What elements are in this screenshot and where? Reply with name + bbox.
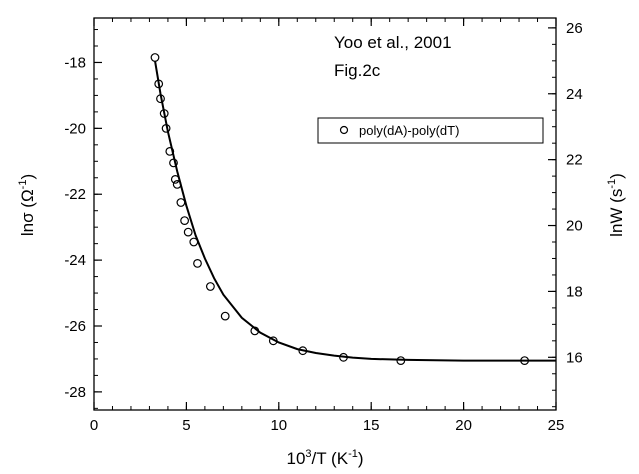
x-axis-title-sup: 3: [305, 448, 311, 460]
y-right-tick-label: 20: [566, 218, 583, 235]
data-point: [520, 356, 529, 366]
data-point: [154, 79, 164, 89]
y-axis-left-title: lnσ (Ω-1): [17, 174, 37, 236]
data-point: [298, 346, 308, 356]
data-point: [165, 146, 175, 156]
y-left-title-end: ): [18, 174, 37, 180]
plot-frame: [93, 17, 557, 411]
y-left-tick-label: -28: [64, 384, 86, 401]
plot-series: [150, 53, 556, 366]
y-left-title-sup: -1: [17, 180, 29, 190]
data-point: [156, 94, 165, 104]
y-left-tick-label: -20: [64, 120, 86, 137]
x-tick-label: 10: [270, 417, 287, 434]
x-axis-title-mid: /T (K: [312, 449, 349, 468]
data-point: [220, 311, 230, 321]
data-point: [180, 216, 190, 226]
axes: 0 5 10 15 20 25 -28 -26 -24 -22 -20 -18 16 18 20 22 24 26: [64, 17, 583, 434]
x-axis-title-main: 10: [286, 449, 305, 468]
data-point: [170, 174, 180, 184]
x-tick-label: 15: [363, 417, 380, 434]
data-point: [396, 356, 406, 366]
data-point: [250, 326, 260, 336]
data-point: [159, 109, 169, 118]
y-left-tick-label: -24: [64, 252, 86, 269]
y-right-tick-label: 16: [566, 349, 583, 366]
data-point: [161, 123, 171, 133]
data-point: [183, 227, 193, 237]
legend-marker: [339, 125, 349, 135]
data-point: [268, 336, 278, 346]
y-left-tick-label: -18: [64, 54, 86, 71]
y-right-title-end: ): [607, 173, 626, 179]
annotation-line-1: Yoo et al., 2001: [334, 33, 452, 52]
x-tick-label: 0: [90, 417, 98, 434]
legend: poly(dA)-poly(dT): [317, 117, 544, 144]
x-axis-title: 103/T (K-1): [286, 448, 363, 468]
fit-curve-line: [154, 60, 556, 362]
data-point: [176, 198, 186, 207]
y-right-tick-label: 24: [566, 86, 583, 103]
x-tick-label: 25: [548, 417, 565, 434]
y-right-title-sup: -1: [606, 179, 618, 189]
y-right-tick-label: 22: [566, 152, 583, 169]
y-left-tick-label: -22: [64, 186, 86, 203]
y-right-title-main: lnW (s: [607, 189, 626, 237]
data-point: [205, 282, 215, 291]
data-point: [150, 53, 160, 62]
y-left-title-main: lnσ (Ω: [18, 189, 37, 236]
data-point: [339, 352, 348, 362]
y-right-tick-label: 18: [566, 283, 583, 300]
x-axis-title-end: ): [358, 449, 364, 468]
y-axis-right-title: lnW (s-1): [606, 173, 626, 237]
y-right-tick-label: 26: [566, 20, 583, 37]
legend-label: poly(dA)-poly(dT): [359, 123, 459, 138]
x-tick-label: 20: [455, 417, 472, 434]
data-point: [189, 237, 199, 247]
x-tick-label: 5: [182, 417, 190, 434]
data-point: [193, 259, 202, 268]
data-point: [172, 179, 182, 189]
annotation-line-2: Fig.2c: [334, 61, 381, 80]
y-left-tick-label: -26: [64, 318, 86, 335]
x-axis-title-sup2: -1: [348, 448, 358, 460]
legend-box: [317, 117, 544, 144]
data-point: [169, 158, 178, 168]
